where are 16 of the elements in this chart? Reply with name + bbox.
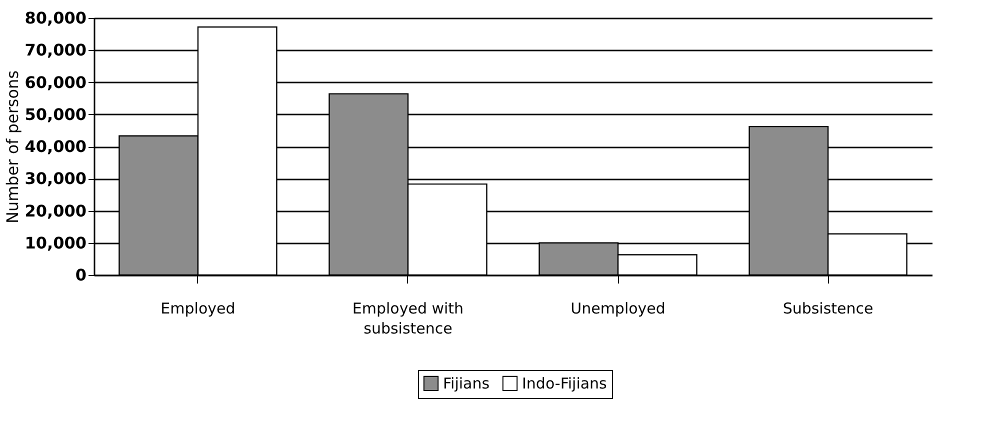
y-axis-title: Number of persons [2, 70, 22, 224]
y-tick-label: 60,000 [24, 72, 86, 92]
y-tick-label: 0 [75, 266, 86, 284]
x-tick-label: Employed with subsistence [352, 300, 464, 338]
x-tick-label: Unemployed [570, 300, 666, 318]
y-tick-label: 50,000 [24, 104, 86, 124]
y-tick-label: 70,000 [24, 40, 86, 60]
x-tick-label: Subsistence [782, 300, 874, 318]
legend-label: Fijians [443, 374, 490, 392]
y-tick-label: 20,000 [24, 201, 86, 220]
x-tick-label: Employed [160, 300, 236, 318]
y-tick-label: 30,000 [24, 169, 86, 188]
y-tick-label: 40,000 [24, 137, 86, 156]
y-tick-label: 80,000 [24, 8, 86, 28]
legend-label: Indo-Fijians [522, 374, 608, 392]
y-tick-label: 10,000 [24, 233, 86, 252]
